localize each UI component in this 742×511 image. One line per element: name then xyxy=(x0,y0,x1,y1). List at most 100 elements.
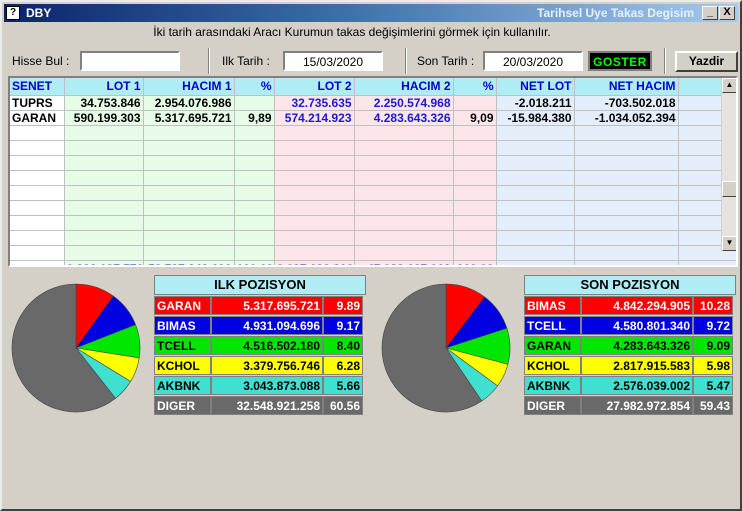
grid-cell[interactable] xyxy=(234,215,275,231)
grid-cell[interactable] xyxy=(274,215,355,231)
column-header[interactable]: HACIM 2 xyxy=(354,78,454,96)
grid-cell[interactable]: GARAN xyxy=(10,110,65,126)
grid-cell[interactable] xyxy=(453,245,497,261)
grid-cell[interactable] xyxy=(274,170,355,186)
grid-cell[interactable] xyxy=(453,140,497,156)
grid-cell[interactable]: 5.317.695.721 xyxy=(143,110,235,126)
grid-cell[interactable] xyxy=(10,230,65,246)
empty-row[interactable] xyxy=(10,245,736,261)
grid-cell[interactable] xyxy=(64,140,144,156)
table-row[interactable]: GARAN 590.199.303 5.317.695.721 9,89 574.214… xyxy=(10,110,736,126)
grid-cell[interactable] xyxy=(64,215,144,231)
grid-cell[interactable] xyxy=(453,215,497,231)
empty-row[interactable] xyxy=(10,125,736,141)
column-header[interactable]: NET LOT xyxy=(496,78,575,96)
empty-row[interactable] xyxy=(10,215,736,231)
grid-cell[interactable] xyxy=(64,230,144,246)
grid-cell[interactable] xyxy=(354,245,454,261)
grid-vertical-scrollbar[interactable]: ▲ ▼ xyxy=(721,78,736,251)
grid-cell[interactable] xyxy=(64,245,144,261)
grid-cell[interactable] xyxy=(10,155,65,171)
empty-row[interactable] xyxy=(10,155,736,171)
grid-cell[interactable] xyxy=(354,155,454,171)
grid-cell[interactable] xyxy=(234,155,275,171)
show-button[interactable]: GOSTER xyxy=(588,51,652,71)
grid-cell[interactable] xyxy=(354,200,454,216)
grid-cell[interactable] xyxy=(453,230,497,246)
grid-cell[interactable]: 100,00 xyxy=(453,259,497,265)
grid-cell[interactable] xyxy=(496,185,575,201)
start-date-field[interactable]: 15/03/2020 xyxy=(283,51,383,71)
grid-cell[interactable]: 6.322.037.576 xyxy=(64,259,144,265)
grid-cell[interactable] xyxy=(64,155,144,171)
grid-cell[interactable]: 6.137.130.816 xyxy=(274,259,355,265)
grid-cell[interactable]: 2.250.574.968 xyxy=(354,95,454,111)
grid-cell[interactable] xyxy=(354,215,454,231)
search-input[interactable] xyxy=(80,51,180,71)
grid-cell[interactable] xyxy=(10,140,65,156)
column-header[interactable]: SENET xyxy=(10,78,65,96)
grid-cell[interactable] xyxy=(274,245,355,261)
grid-cell[interactable] xyxy=(496,259,575,265)
grid-cell[interactable] xyxy=(354,185,454,201)
grid-cell[interactable] xyxy=(274,125,355,141)
grid-cell[interactable] xyxy=(574,200,679,216)
grid-cell[interactable] xyxy=(453,155,497,171)
grid-cell[interactable] xyxy=(143,140,235,156)
grid-cell[interactable] xyxy=(234,185,275,201)
grid-cell[interactable] xyxy=(354,125,454,141)
grid-cell[interactable] xyxy=(496,230,575,246)
grid-cell[interactable] xyxy=(64,125,144,141)
column-header[interactable]: LOT 2 xyxy=(274,78,355,96)
grid-cell[interactable] xyxy=(10,215,65,231)
column-header[interactable]: NET HACIM xyxy=(574,78,679,96)
grid-cell[interactable] xyxy=(10,200,65,216)
grid-cell[interactable] xyxy=(10,185,65,201)
grid-cell[interactable]: 9,89 xyxy=(234,110,275,126)
grid-cell[interactable] xyxy=(574,155,679,171)
grid-cell[interactable] xyxy=(574,185,679,201)
grid-cell[interactable] xyxy=(10,170,65,186)
grid-cell[interactable] xyxy=(234,170,275,186)
grid-cell[interactable]: 53.737.843.691 xyxy=(143,259,235,265)
print-button[interactable]: Yazdir xyxy=(675,51,738,72)
grid-cell[interactable] xyxy=(234,200,275,216)
minimize-button[interactable]: _ xyxy=(702,6,718,20)
title-bar[interactable]: ? DBY Tarihsel Uye Takas Degisim _ X xyxy=(4,4,738,22)
empty-row[interactable] xyxy=(10,140,736,156)
column-header[interactable]: LOT 1 xyxy=(64,78,144,96)
grid-cell[interactable] xyxy=(64,185,144,201)
grid-cell[interactable] xyxy=(496,140,575,156)
scroll-down-arrow-icon[interactable]: ▼ xyxy=(722,236,736,251)
grid-cell[interactable] xyxy=(453,185,497,201)
grid-cell[interactable] xyxy=(453,170,497,186)
grid-cell[interactable] xyxy=(574,170,679,186)
grid-cell[interactable]: TUPRS xyxy=(10,95,65,111)
grid-cell[interactable]: -2.018.211 xyxy=(496,95,575,111)
grid-cell[interactable]: 34.753.846 xyxy=(64,95,144,111)
grid-cell[interactable] xyxy=(234,245,275,261)
column-header[interactable]: % xyxy=(234,78,275,96)
grid-cell[interactable] xyxy=(10,125,65,141)
grid-cell[interactable] xyxy=(496,215,575,231)
grid-cell[interactable]: 574.214.923 xyxy=(274,110,355,126)
grid-cell[interactable] xyxy=(274,140,355,156)
grid-cell[interactable]: 100,00 xyxy=(234,259,275,265)
grid-cell[interactable] xyxy=(354,170,454,186)
grid-cell[interactable] xyxy=(234,95,275,111)
grid-cell[interactable] xyxy=(274,200,355,216)
column-header[interactable]: HACIM 1 xyxy=(143,78,235,96)
grid-cell[interactable] xyxy=(143,200,235,216)
grid-cell[interactable] xyxy=(234,140,275,156)
grid-cell[interactable] xyxy=(496,125,575,141)
grid-cell[interactable] xyxy=(143,185,235,201)
empty-row[interactable] xyxy=(10,200,736,216)
grid-cell[interactable] xyxy=(274,230,355,246)
grid-cell[interactable] xyxy=(143,245,235,261)
grid-cell[interactable] xyxy=(143,215,235,231)
grid-cell[interactable] xyxy=(574,140,679,156)
grid-cell[interactable]: 47.083.667.013 xyxy=(354,259,454,265)
grid-cell[interactable] xyxy=(678,259,736,265)
grid-cell[interactable] xyxy=(496,170,575,186)
grid-cell[interactable] xyxy=(354,230,454,246)
